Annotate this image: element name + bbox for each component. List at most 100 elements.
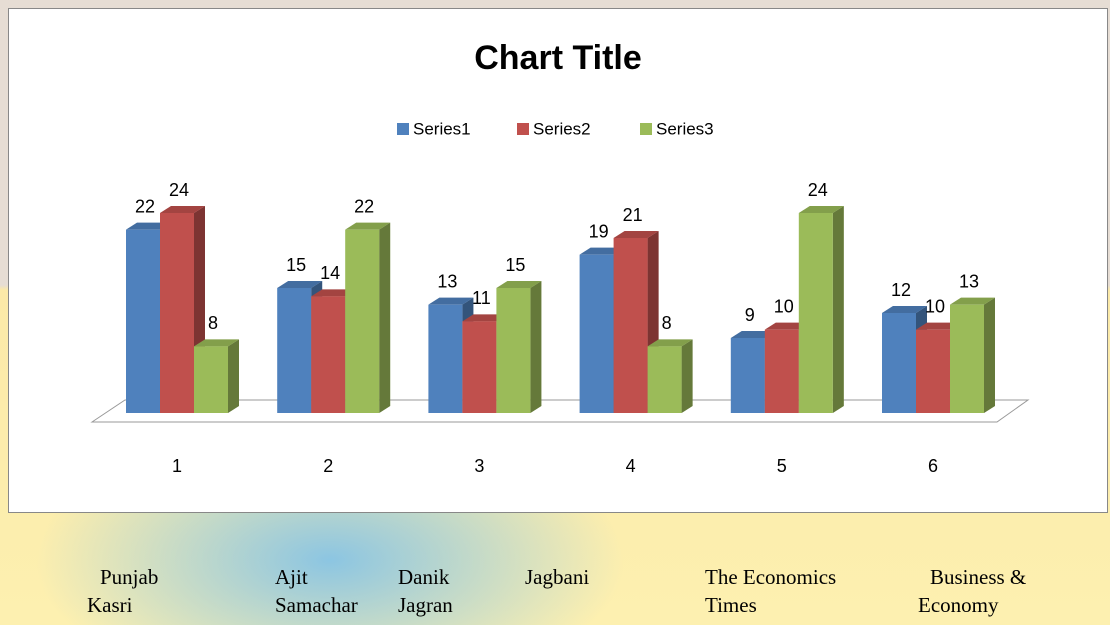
bar-top-shade [950,297,995,305]
bar-top [647,339,693,347]
bar-top [126,222,171,230]
bar-side-shade [379,222,391,413]
bar-top [194,339,239,347]
bar-top [311,289,357,297]
bar-side-shade [530,281,542,413]
bar [950,304,984,413]
x-tick-label: 2 [323,456,333,476]
bar [194,346,228,413]
legend-swatch [640,123,652,135]
bar-top-shade [730,331,776,338]
bar [916,329,950,413]
bar-top [882,306,927,313]
data-label: 13 [437,271,457,291]
bar-top [613,231,659,238]
bar-top [579,247,625,255]
bar-top [798,206,844,213]
bar-top-shade [462,314,508,322]
bar-top [496,281,542,288]
data-label: 22 [135,196,155,216]
bar-side-shade [681,339,693,413]
bar-top-shade [613,231,659,238]
caption: Jagbani [525,565,589,589]
bar-top [345,222,391,230]
caption: Economy [918,593,999,617]
bar [798,213,833,413]
x-tick-label: 3 [474,456,484,476]
bar [764,329,799,413]
caption: Samachar [275,593,358,617]
bar [730,338,765,413]
bar-top [462,314,508,322]
bar-top-shade [194,339,239,347]
x-tick-label: 4 [626,456,636,476]
legend-label: Series1 [413,119,471,138]
data-label: 14 [320,263,340,283]
bar-top-shade [160,206,205,213]
bar-side [379,222,391,413]
bar-top [730,331,776,338]
bar-top [764,322,810,330]
bar [345,229,380,413]
bar-top-shade [126,222,171,230]
caption: Business & [930,565,1026,589]
bar [462,321,497,413]
data-label: 22 [354,196,374,216]
data-label: 8 [208,313,218,333]
data-label: 8 [662,313,672,333]
bar-top [277,281,323,288]
bar [428,304,463,413]
caption: Punjab [100,565,158,589]
data-label: 24 [169,180,189,200]
bar-top-shade [882,306,927,313]
legend-swatch [517,123,529,135]
bar-side-shade [832,206,844,413]
bar-side [228,339,239,413]
bar-top-shade [798,206,844,213]
bar-top-shade [496,281,542,288]
data-label: 19 [589,221,609,241]
bar [647,346,682,413]
data-label: 9 [745,305,755,325]
data-label: 10 [925,296,945,316]
bar-side [832,206,844,413]
bar-side-shade [984,297,995,413]
data-label: 15 [286,255,306,275]
bar-top [160,206,205,213]
bar-top-shade [345,222,391,230]
bar [277,288,312,413]
data-label: 10 [774,296,794,316]
caption: Kasri [87,593,133,617]
caption: Jagran [398,593,453,617]
x-tick-label: 5 [777,456,787,476]
legend-swatch [397,123,409,135]
data-label: 24 [808,180,828,200]
bar-top-shade [277,281,323,288]
legend-label: Series2 [533,119,591,138]
bar-side [530,281,542,413]
data-label: 12 [891,280,911,300]
caption: The Economics [705,565,836,589]
bar-top-shade [764,322,810,330]
data-label: 11 [472,288,491,308]
bar [579,254,614,413]
bar-top-shade [916,322,961,330]
bar [311,296,346,413]
bar [613,238,648,413]
caption: Ajit [275,565,308,589]
data-label: 13 [959,271,979,291]
x-tick-label: 1 [172,456,182,476]
bar-side-shade [228,339,239,413]
bar [126,229,160,413]
bar-side [681,339,693,413]
bar [160,213,194,413]
chart-title: Chart Title [474,39,642,77]
bar [496,288,531,413]
bar-top-shade [579,247,625,255]
caption: Danik [398,565,450,589]
bar [882,313,916,413]
bar-top [428,297,474,305]
caption: Times [705,593,757,617]
